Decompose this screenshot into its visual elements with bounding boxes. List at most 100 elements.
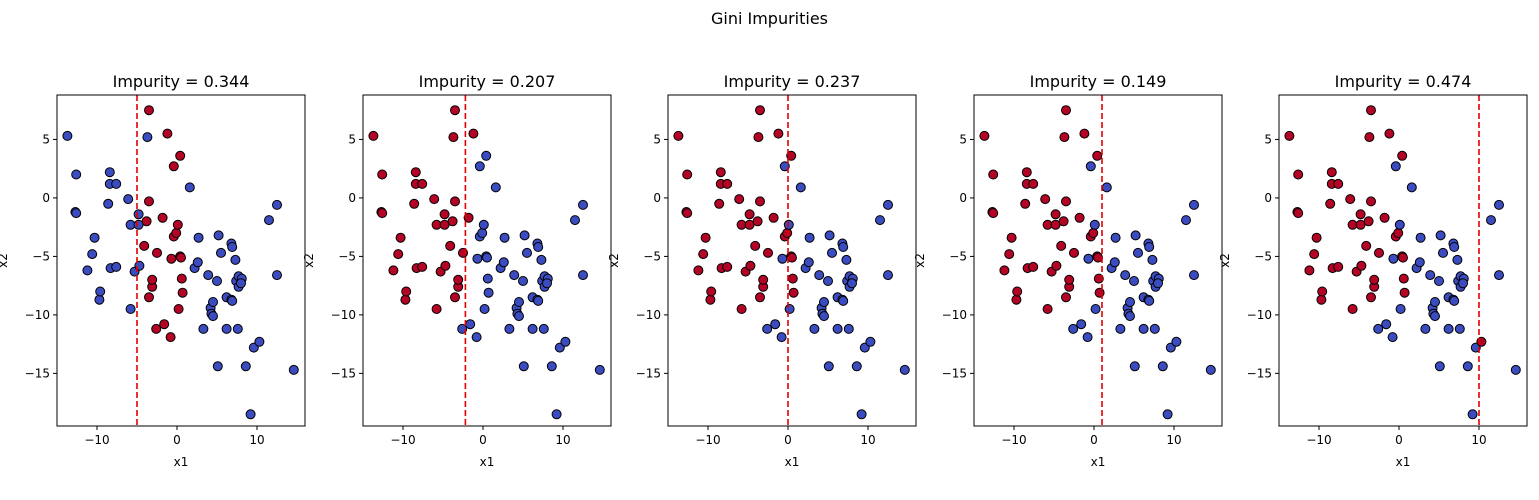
data-point-class0 [1082,332,1093,343]
data-point-class0 [795,182,806,193]
data-point-class1 [468,128,479,139]
data-point-class0 [1101,182,1112,193]
x-tick-label: 10 [1166,433,1181,447]
subplot-title: Impurity = 0.474 [1335,72,1472,91]
scatter-points [368,105,605,420]
data-point-class0 [1109,257,1120,268]
data-point-class1 [682,208,693,219]
data-point-class0 [193,232,204,243]
data-point-class0 [1425,270,1436,281]
data-point-class0 [483,287,494,298]
data-point-class0 [208,311,218,322]
data-point-class1 [755,105,765,116]
data-point-class0 [1205,364,1216,375]
y-tick-label: −10 [331,308,356,322]
data-point-class1 [139,240,150,251]
data-point-class1 [1325,198,1336,209]
data-point-class1 [1020,198,1031,209]
data-point-class0 [809,323,820,334]
data-point-class0 [777,253,788,264]
data-point-class1 [1006,232,1017,243]
data-point-class1 [1088,228,1099,238]
data-point-class0 [509,270,520,281]
y-axis-label: x2 [302,253,316,268]
data-point-class0 [1138,323,1149,334]
data-point-class1 [734,194,745,205]
data-point-class0 [533,295,544,306]
data-point-class1 [395,232,406,243]
data-point-class1 [175,150,186,161]
data-point-class1 [788,287,799,298]
data-point-class1 [715,167,726,178]
data-point-class1 [1028,178,1039,189]
data-point-class0 [518,361,529,372]
data-point-class0 [1149,323,1160,334]
x-tick-label: 0 [784,433,792,447]
data-point-class0 [94,294,105,305]
data-point-class0 [518,276,528,286]
data-point-class0 [184,182,195,193]
data-point-class1 [693,265,704,276]
data-point-class0 [823,276,833,286]
data-point-class1 [177,287,188,298]
data-point-class0 [841,254,852,265]
data-point-class1 [176,273,187,284]
subplot-4: Impurity = 0.149 −10 0 10 5 0 −5 −10 −15 x1 x2 [913,72,1223,469]
data-point-class1 [1042,304,1053,314]
data-point-class1 [1379,212,1390,223]
data-point-class0 [504,323,515,334]
data-point-class1 [1356,260,1367,271]
data-point-class0 [499,232,510,243]
data-point-class1 [700,232,711,243]
data-point-class0 [843,323,854,334]
data-point-class0 [125,304,136,314]
y-tick-label: −5 [949,249,967,263]
data-point-class0 [477,228,488,238]
data-point-class1 [1326,167,1337,178]
x-tick-label: −10 [390,433,415,447]
y-tick-label: −5 [338,249,356,263]
y-axis-label: x2 [913,253,927,268]
data-point-class1 [171,228,182,238]
data-point-class0 [87,249,98,260]
data-point-class0 [216,247,226,258]
data-point-class0 [198,323,209,334]
data-point-class1 [377,169,388,180]
y-tick-label: 0 [1264,191,1272,205]
data-point-class0 [1420,323,1431,334]
data-point-class1 [979,130,990,141]
subplot-1: Impurity = 0.344 −10 0 10 5 0 −5 −10 −15 x1 x2 [0,72,306,469]
data-point-class1 [1345,194,1356,205]
data-point-class0 [240,361,251,372]
data-point-class0 [1494,270,1504,281]
data-point-class0 [482,252,492,263]
data-point-class1 [1011,294,1022,305]
data-point-class1 [999,265,1010,276]
data-point-class0 [1125,297,1135,307]
data-point-class1 [377,208,388,219]
data-point-class1 [1051,260,1062,271]
data-point-class1 [400,294,411,305]
data-point-class1 [147,274,158,285]
scatter-points [673,105,910,420]
data-point-class0 [104,167,115,178]
subplot-title: Impurity = 0.207 [419,72,556,91]
data-point-class0 [1381,319,1392,330]
data-point-class0 [272,270,282,281]
scatter-points [1284,105,1521,420]
x-axis-label: x1 [785,455,800,469]
data-point-class0 [212,361,223,372]
data-point-class1 [447,216,458,227]
data-point-class1 [1366,292,1376,303]
data-point-class0 [288,364,299,375]
data-point-class0 [1395,304,1406,314]
data-point-class1 [162,128,173,139]
data-point-class0 [578,270,588,281]
data-point-class1 [753,132,764,143]
data-point-class1 [410,167,421,178]
data-point-class1 [1293,169,1304,180]
data-point-class0 [1388,253,1399,264]
data-point-class0 [514,297,524,307]
data-point-class0 [498,257,509,268]
y-tick-label: −10 [636,308,661,322]
